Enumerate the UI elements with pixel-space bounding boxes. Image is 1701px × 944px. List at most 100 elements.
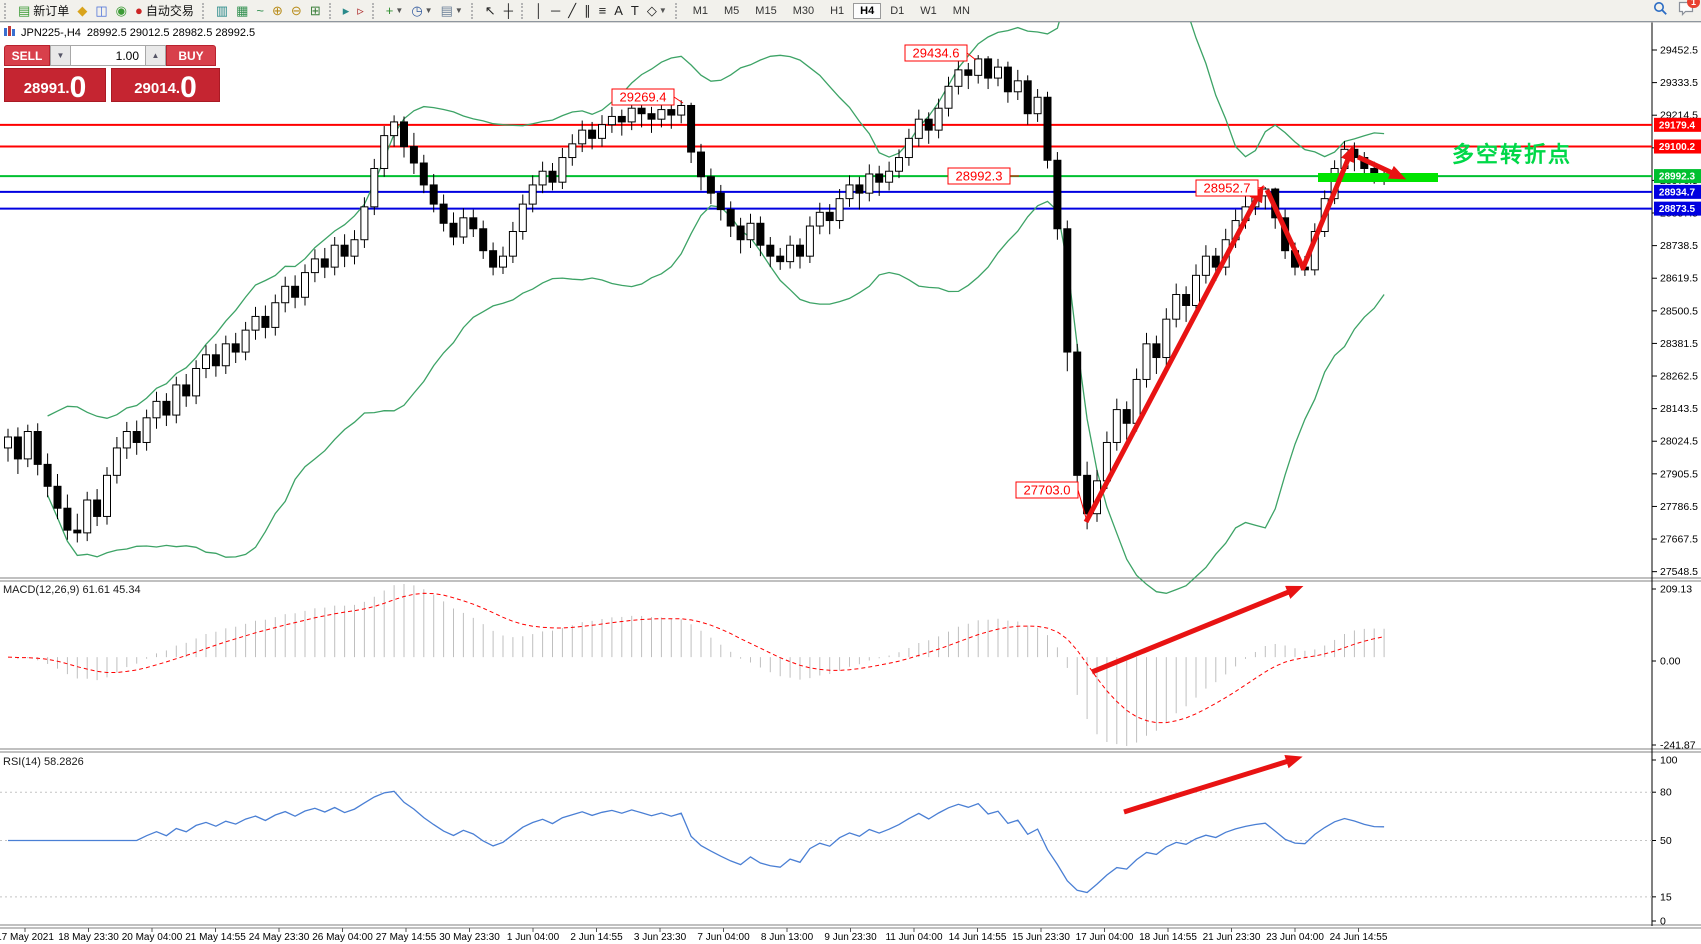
ask-price-box[interactable]: 29014. 0 [111,68,220,103]
profile-window-icon[interactable]: ◫ [92,2,110,20]
text-icon[interactable]: A [611,2,626,20]
search-icon[interactable] [1653,1,1668,21]
text-icon-glyph: A [614,2,623,18]
sell-button[interactable]: SELL [4,45,50,66]
periods-clock-icon-caret[interactable]: ▼ [424,6,433,15]
zoom-out-icon-glyph: ⊖ [290,2,302,18]
signal-icon[interactable]: ◉ [113,2,130,20]
symbol-ohlc-values: 28992.5 29012.5 28982.5 28992.5 [86,27,256,39]
candle-body [1023,80,1032,115]
indicators-icon-glyph: + [385,2,394,18]
timeframe-h4[interactable]: H4 [853,2,882,19]
crosshair-icon[interactable]: ┼ [501,2,516,20]
candle-body [192,367,201,397]
line-chart-icon[interactable]: ~ [253,2,267,20]
periods-clock-icon[interactable]: ◷ ▼ [408,2,435,20]
auto-scroll-icon[interactable]: ▸ [340,2,353,20]
volume-input[interactable] [71,45,145,66]
rsi-label: RSI(14) 58.2826 [3,756,84,768]
fibonacci-icon[interactable]: ≡ [596,2,610,20]
candle-body [1162,318,1171,359]
candle-body [469,217,478,230]
candle-body [598,124,606,139]
toolbar-grip [470,2,478,19]
candle-body [588,129,597,139]
price-level-axis-value: 28873.5 [1659,204,1696,215]
zoom-out-icon[interactable]: ⊖ [288,2,305,20]
profile-window-icon-glyph: ◫ [95,2,108,18]
candlestick-chart-icon[interactable]: ▦ [233,2,251,20]
candle-body [607,115,616,126]
time-axis-label: 18 May 23:30 [58,932,119,943]
chart-shift-icon[interactable]: ▹ [354,2,367,20]
indicators-icon[interactable]: + ▼ [383,2,407,20]
timeframe-m1[interactable]: M1 [692,4,709,17]
macd-label: MACD(12,26,9) 61.61 45.34 [3,584,141,596]
candle-body [657,109,666,120]
horizontal-line-icon[interactable]: ─ [548,2,563,20]
timeframe-w1[interactable]: W1 [920,4,937,17]
candle-body [914,118,923,139]
candle-body [1053,159,1062,230]
candle-body [964,69,973,76]
candle-body [528,184,537,205]
bid-price-box[interactable]: 28991. 0 [4,68,106,103]
candle-body [1192,274,1200,306]
notifications-icon[interactable]: 1 [1678,0,1700,21]
line-chart-icon-glyph: ~ [256,2,265,18]
candle-body [221,343,230,367]
vertical-line-icon[interactable]: │ [532,2,546,20]
templates-icon[interactable]: ▤ ▼ [438,2,466,20]
time-axis-label: 27 May 14:55 [376,932,437,943]
candle-body [182,384,191,397]
macd-trend-arrow [1091,585,1304,675]
time-axis-label: 20 May 04:00 [122,932,183,943]
crosshair-icon-glyph: ┼ [503,2,513,18]
timeframe-m30[interactable]: M30 [792,4,815,17]
candle-body [211,354,220,367]
indicators-icon-caret[interactable]: ▼ [395,6,404,15]
macd-axis-label: -241.87 [1660,740,1696,752]
market-gold-icon[interactable]: ◆ [74,2,90,20]
timeframe-mn[interactable]: MN [952,4,970,17]
cursor-icon-glyph: ↖ [484,2,496,18]
candle-body [538,170,547,186]
candle-body [83,499,92,534]
arrows-icon-caret[interactable]: ▼ [658,6,667,15]
candle-body [697,151,705,178]
toolbar-grip [674,2,682,19]
volume-decrease-button[interactable]: ▼ [50,45,71,66]
candle-body [746,222,755,241]
candle-body [677,104,686,116]
price-callout-box [904,44,968,62]
new-order-button[interactable]: ▤ 新订单 [15,2,72,20]
time-axis-label: 24 May 23:30 [249,932,310,943]
rsi-line [8,790,1385,894]
candle-body [310,258,319,274]
text-label-icon[interactable]: T [628,2,642,20]
candle-body [419,162,428,186]
bar-chart-icon[interactable]: ▥ [213,2,231,20]
arrows-icon[interactable]: ◇ ▼ [644,2,670,20]
channel-icon[interactable]: ∥ [581,2,594,20]
templates-icon-caret[interactable]: ▼ [454,6,463,15]
price-callout-text: 27703.0 [1024,483,1071,498]
trendline-icon[interactable]: ╱ [565,2,579,20]
periods-clock-icon-glyph: ◷ [411,2,423,18]
zoom-in-icon[interactable]: ⊕ [269,2,286,20]
buy-button[interactable]: BUY [166,45,216,66]
candle-body [954,69,963,87]
timeframe-h1[interactable]: H1 [830,4,845,17]
candle-body [1003,66,1012,93]
autotrading-button-glyph: ● [134,2,143,18]
cursor-icon[interactable]: ↖ [482,2,499,20]
timeframe-m15[interactable]: M15 [755,4,777,17]
volume-increase-button[interactable]: ▲ [145,45,166,66]
price-callout-box [947,167,1011,185]
autotrading-button[interactable]: ● 自动交易 [132,2,197,20]
candle-body [855,184,864,194]
tile-windows-icon[interactable]: ⊞ [307,2,324,20]
timeframe-m5[interactable]: M5 [724,4,740,17]
timeframe-d1[interactable]: D1 [890,4,905,17]
